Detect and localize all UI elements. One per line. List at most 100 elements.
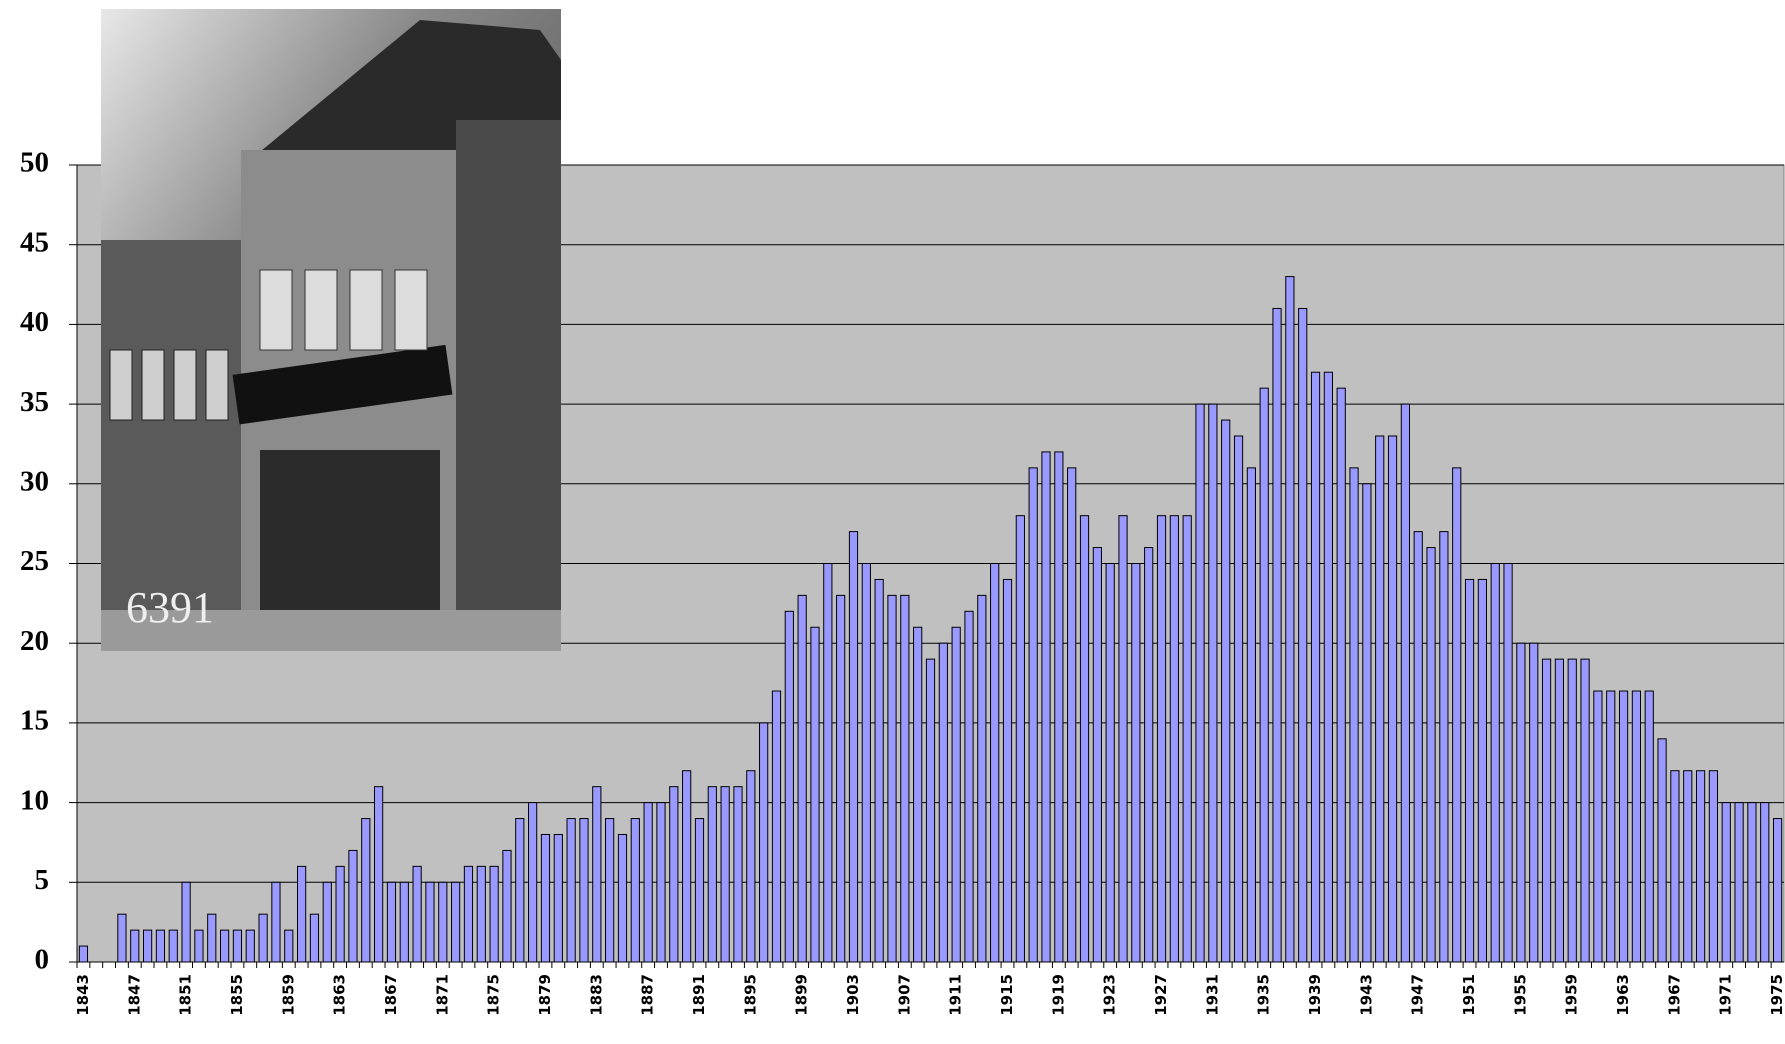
bar (1260, 388, 1268, 962)
bar (837, 595, 845, 962)
bar (1696, 771, 1704, 962)
x-tick-label: 1931 (1203, 974, 1221, 1016)
window (142, 350, 164, 420)
x-tick-label: 1955 (1511, 974, 1529, 1016)
bar (644, 803, 652, 962)
bar (1209, 404, 1217, 962)
y-tick-label: 20 (20, 625, 49, 657)
bar (785, 611, 793, 962)
bar (503, 850, 511, 962)
x-tick-label: 1871 (433, 974, 451, 1016)
y-tick-label: 40 (20, 306, 49, 338)
bar (1568, 659, 1576, 962)
y-tick-label: 5 (35, 864, 50, 896)
bar (695, 819, 703, 962)
x-tick-label: 1883 (587, 974, 605, 1016)
bar (233, 930, 241, 962)
bar (1068, 468, 1076, 962)
y-tick-label: 25 (20, 545, 49, 577)
x-tick-label: 1863 (331, 974, 349, 1016)
bar (1440, 532, 1448, 962)
bar (1157, 516, 1165, 962)
x-tick-label: 1899 (793, 974, 811, 1016)
x-tick-label: 1907 (895, 974, 913, 1016)
bar (490, 866, 498, 962)
bar (464, 866, 472, 962)
bar (1311, 372, 1319, 962)
bar (541, 834, 549, 962)
bar (554, 834, 562, 962)
bar (1491, 564, 1499, 963)
bar (439, 882, 447, 962)
bar (670, 787, 678, 962)
bar (1619, 691, 1627, 962)
bar (1286, 277, 1294, 962)
bar (1581, 659, 1589, 962)
bar (1761, 803, 1769, 962)
x-tick-label: 1935 (1255, 974, 1273, 1016)
bar (336, 866, 344, 962)
bar (285, 930, 293, 962)
x-tick-label: 1915 (998, 974, 1016, 1016)
x-tick-label: 1971 (1717, 974, 1735, 1016)
x-tick-label: 1943 (1357, 974, 1375, 1016)
bar (516, 819, 524, 962)
bar (1722, 803, 1730, 962)
bar (1324, 372, 1332, 962)
bar (400, 882, 408, 962)
y-tick-label: 50 (20, 147, 49, 179)
bar (1016, 516, 1024, 962)
x-tick-label: 1939 (1306, 974, 1324, 1016)
x-tick-label: 1963 (1614, 974, 1632, 1016)
bar (1029, 468, 1037, 962)
bar (1427, 548, 1435, 962)
bar (965, 611, 973, 962)
bar (824, 564, 832, 963)
bar (272, 882, 280, 962)
bar (952, 627, 960, 962)
bar (426, 882, 434, 962)
bar (849, 532, 857, 962)
bar (195, 930, 203, 962)
bar (1632, 691, 1640, 962)
y-tick-label: 45 (20, 226, 49, 258)
x-tick-label: 1855 (228, 974, 246, 1016)
bar (143, 930, 151, 962)
x-tick-label: 1879 (536, 974, 554, 1016)
bar (593, 787, 601, 962)
bar (1530, 643, 1538, 962)
x-tick-label: 1951 (1460, 974, 1478, 1016)
x-tick-label: 1859 (279, 974, 297, 1016)
bar (991, 564, 999, 963)
bar (1504, 564, 1512, 963)
bar (862, 564, 870, 963)
bar (1401, 404, 1409, 962)
bar (413, 866, 421, 962)
bar (1106, 564, 1114, 963)
y-tick-label: 15 (20, 705, 49, 737)
y-tick-label: 30 (20, 465, 49, 497)
bar (580, 819, 588, 962)
bar (1145, 548, 1153, 962)
bar (760, 723, 768, 962)
bar (631, 819, 639, 962)
bar (901, 595, 909, 962)
bar (1234, 436, 1242, 962)
x-tick-label: 1891 (690, 974, 708, 1016)
bar (169, 930, 177, 962)
bar (1645, 691, 1653, 962)
bar (297, 866, 305, 962)
window (206, 350, 228, 420)
bar (452, 882, 460, 962)
building-right (456, 120, 561, 651)
y-tick-label: 0 (35, 944, 50, 976)
x-tick-label: 1911 (947, 974, 965, 1016)
bar (1042, 452, 1050, 962)
window (260, 270, 292, 350)
bar (606, 819, 614, 962)
bar (1196, 404, 1204, 962)
bar (246, 930, 254, 962)
bar (375, 787, 383, 962)
window (395, 270, 427, 350)
bar (978, 595, 986, 962)
